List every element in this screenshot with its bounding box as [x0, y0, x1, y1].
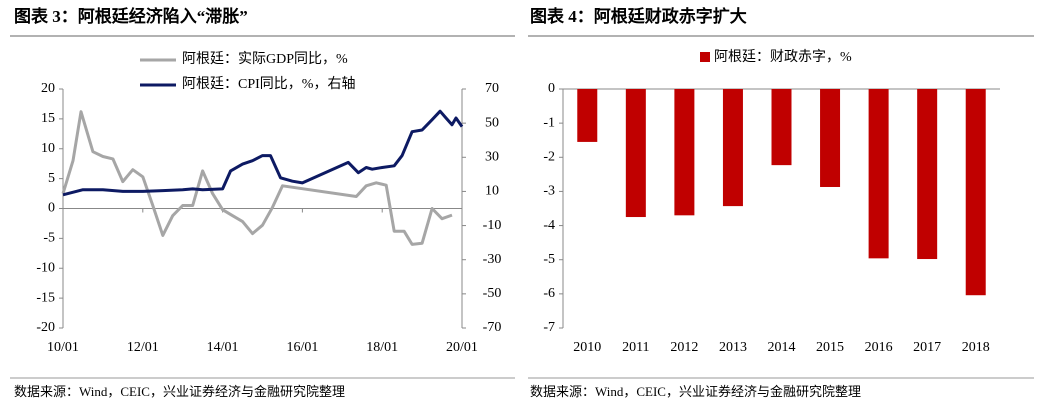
- legend-label: 阿根廷：财政赤字，%: [714, 49, 852, 65]
- y-tick-label: -7: [543, 320, 555, 335]
- bar: [868, 89, 889, 259]
- x-tick-label: 2013: [719, 340, 747, 355]
- x-tick-label: 10/01: [47, 340, 79, 355]
- x-tick-label: 2018: [962, 340, 990, 355]
- chart-title: 图表 3：阿根廷经济陷入“滞胀”: [14, 6, 248, 26]
- bar: [625, 89, 646, 218]
- y-tick-label: -2: [543, 150, 555, 165]
- y-tick-label: 10: [485, 184, 499, 199]
- data-line: [62, 109, 464, 197]
- y-tick-label: 30: [485, 150, 499, 165]
- x-tick-label: 18/01: [366, 340, 398, 355]
- source-note: 数据来源：Wind，CEIC，兴业证券经济与金融研究院整理: [530, 384, 861, 399]
- y-tick-label: 15: [41, 111, 55, 126]
- legend-label: 阿根廷：实际GDP同比，%: [182, 51, 348, 67]
- legend-label: 阿根廷：CPI同比，%，右轴: [182, 76, 355, 92]
- x-tick-label: 2016: [865, 340, 893, 355]
- x-tick-label: 2014: [768, 340, 796, 355]
- y-tick-label: -10: [36, 260, 55, 275]
- x-tick-label: 20/01: [446, 340, 478, 355]
- x-tick-label: 2011: [622, 340, 649, 355]
- bar: [674, 89, 695, 216]
- x-tick-label: 2015: [816, 340, 844, 355]
- y-tick-label: -30: [483, 252, 502, 267]
- bar: [917, 89, 938, 260]
- y-tick-label: 50: [485, 115, 499, 130]
- y-tick-label: -6: [543, 286, 555, 301]
- bar: [820, 89, 841, 187]
- y-tick-label: 0: [548, 81, 555, 96]
- chart-title: 图表 4：阿根廷财政赤字扩大: [530, 6, 747, 26]
- y-tick-label: -1: [543, 115, 555, 130]
- y-tick-label: 20: [41, 81, 55, 96]
- y-tick-label: 10: [41, 141, 55, 156]
- legend-swatch: [700, 52, 710, 62]
- y-tick-label: 0: [48, 201, 55, 216]
- x-tick-label: 14/01: [207, 340, 239, 355]
- bar: [965, 89, 986, 296]
- x-tick-label: 2017: [913, 340, 941, 355]
- x-tick-label: 16/01: [286, 340, 318, 355]
- y-tick-label: -5: [543, 252, 555, 267]
- bar: [771, 89, 792, 166]
- x-tick-label: 12/01: [127, 340, 159, 355]
- y-tick-label: -10: [483, 218, 502, 233]
- y-tick-label: -50: [483, 286, 502, 301]
- y-tick-label: -20: [36, 320, 55, 335]
- y-tick-label: 70: [485, 81, 499, 96]
- bar: [722, 89, 743, 207]
- y-tick-label: -15: [36, 290, 55, 305]
- y-tick-label: -5: [43, 231, 55, 246]
- y-tick-label: -3: [543, 184, 555, 199]
- data-line: [61, 110, 453, 246]
- y-tick-label: -4: [543, 218, 555, 233]
- x-tick-label: 2010: [573, 340, 601, 355]
- bar: [577, 89, 598, 142]
- x-tick-label: 2012: [670, 340, 698, 355]
- y-tick-label: -70: [483, 320, 502, 335]
- source-note: 数据来源：Wind，CEIC，兴业证券经济与金融研究院整理: [14, 384, 345, 399]
- y-tick-label: 5: [48, 171, 55, 186]
